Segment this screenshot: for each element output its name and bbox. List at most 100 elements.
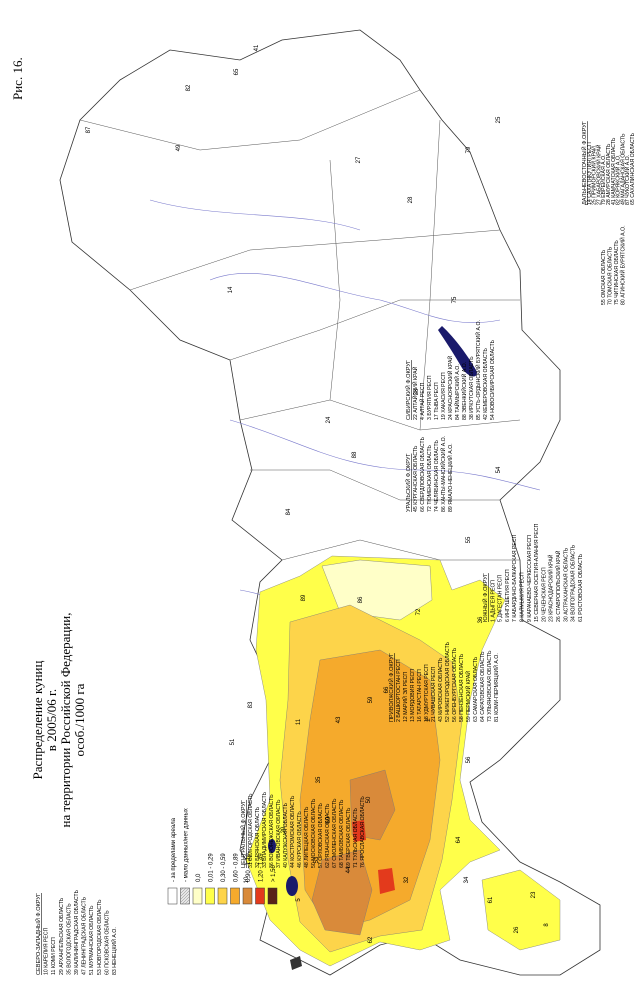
district-item: 14 САХА (ЯКУТИЯ) РЕСП — [587, 142, 593, 205]
caucasus-range — [481, 869, 561, 951]
district-item: 59 ПЕРМСКИЙ КРАЙ — [464, 671, 472, 722]
district-item: 47 ЛЕНИНГРАДСКАЯ ОБЛАСТЬ — [82, 896, 88, 975]
region-number: 75 — [452, 296, 458, 303]
legend-swatch — [192, 887, 203, 905]
district-item: 27 ХАБАРОВСКИЙ КРАЙ — [594, 144, 602, 205]
legend-label: - мало данных/нет данных — [184, 808, 190, 882]
district-item: 6 ИНГУШЕТИЯ РЕСП — [505, 569, 511, 622]
district-item: 13 МОРДОВИЯ РЕСП — [410, 669, 416, 722]
title-line: на территории Российской Федерации, — [58, 612, 73, 827]
district-item: 69 ТВЕРСКАЯ ОБЛАСТЬ — [346, 807, 352, 868]
district-item: 52 НИЖЕГОРОДСКАЯ ОБЛАСТЬ — [445, 641, 451, 722]
district-item: 87 ЧУКОТСКИЙ А.О. — [623, 155, 631, 205]
district-item: 49 МАГАДАНСКАЯ ОБЛАСТЬ — [620, 133, 626, 205]
title-line: в 2005/06 г. — [44, 689, 59, 751]
lake-onega — [268, 839, 276, 853]
legend-label: 0,30 - 0,59 — [221, 853, 227, 882]
district-item: 45 КУРГАНСКАЯ ОБЛАСТЬ — [413, 445, 419, 512]
district-item: 53 НОВГОРОДСКАЯ ОБЛАСТЬ — [97, 899, 103, 975]
district-item: 74 ЧЕЛЯБИНСКАЯ ОБЛАСТЬ — [434, 439, 440, 512]
region-number: 36 — [478, 616, 484, 623]
region-number: 72 — [416, 608, 422, 615]
legend-swatch — [242, 887, 253, 905]
region-number: 28 — [408, 196, 414, 203]
legend-label: 0,0 — [196, 873, 202, 882]
range-red2 — [352, 820, 366, 842]
district-item: 70 ТОМСКАЯ ОБЛАСТЬ — [608, 246, 614, 305]
district-item: 89 ЯМАЛО-НЕНЕЦКИЙ А.О. — [446, 443, 454, 512]
district-item: 51 МУРМАНСКАЯ ОБЛАСТЬ — [89, 905, 95, 975]
district-item: 35 ВОЛОГОДСКАЯ ОБЛАСТЬ — [66, 903, 72, 975]
region-number: 51 — [230, 738, 236, 745]
district-item: 67 СМОЛЕНСКАЯ ОБЛАСТЬ — [332, 798, 338, 868]
district-item: 16 ТАТАРСТАН РЕСП — [417, 669, 423, 722]
region-number: 55 — [466, 536, 472, 543]
region-number: 24 — [326, 416, 332, 423]
region-number: 49 — [176, 144, 182, 151]
region-number: 69 — [326, 816, 332, 823]
district-item: 80 АГИНСКИЙ БУРЯТСКИЙ А.О. — [619, 225, 627, 305]
district-item: 68 ТАМБОВСКАЯ ОБЛАСТЬ — [339, 799, 345, 868]
region-number: 26 — [514, 926, 520, 933]
district-item: 8 КАЛМЫКИЯ РЕСП — [520, 572, 526, 622]
district-item: 17 ТЫВА РЕСП — [434, 382, 440, 420]
district-item: 37 ИВАНОВСКАЯ ОБЛАСТЬ — [276, 799, 282, 868]
district-item: 20 ЧЕЧЕНСКАЯ РЕСП — [541, 567, 547, 622]
district-item: 86 ХАНТЫ-МАНСИЙСКИЙ А.О. — [439, 436, 447, 512]
district-item: 85 УСТЬ-ОРДЫНСКИЙ БУРЯТСКИЙ А.О. — [474, 320, 482, 420]
region-number: 23 — [531, 891, 537, 898]
district-item: 42 КЕМЕРОВСКАЯ ОБЛАСТЬ — [483, 348, 489, 420]
district-header: УРАЛЬСКИЙ Ф.ОКРУГ — [404, 454, 412, 512]
region-number: 59 — [368, 696, 374, 703]
region-number: 62 — [368, 936, 374, 943]
district-item: 21 ЧУВАШСКАЯ РЕСП — [431, 666, 437, 722]
district-item: 9 КАРАЧАЕВО-ЧЕРКЕССКАЯ РЕСП — [527, 535, 533, 622]
district-item: 46 КУРСКАЯ ОБЛАСТЬ — [297, 811, 303, 868]
lake-baikal — [438, 326, 477, 377]
legend-label: > 1,50 — [271, 864, 277, 882]
district-item: 71 ТУЛЬСКАЯ ОБЛАСТЬ — [353, 807, 359, 868]
district-item: 30 АСТРАХАНСКАЯ ОБЛАСТЬ — [563, 547, 569, 622]
district-item: 7 КАБАРДИНО-БАЛКАРСКАЯ РЕСП — [512, 534, 518, 622]
range-brown — [311, 849, 373, 936]
district-item: 38 ИРКУТСКАЯ ОБЛАСТЬ — [469, 356, 475, 420]
lake-ladoga — [286, 876, 298, 896]
district-item: 54 НОВОСИБИРСКАЯ ОБЛАСТЬ — [490, 339, 496, 420]
district-item: 43 КИРОВСКАЯ ОБЛАСТЬ — [438, 657, 444, 722]
region-number: 64 — [456, 836, 462, 843]
region-number: 83 — [248, 701, 254, 708]
district-header: ПРИВОЛЖСКИЙ Ф.ОКРУГ — [387, 653, 395, 722]
region-number: 29 — [281, 826, 287, 833]
district-header: ЮЖНЫЙ Ф.ОКРУГ — [481, 573, 489, 622]
region-number: 25 — [496, 116, 502, 123]
district-item: 4 АЛТАЙ РЕСП — [418, 382, 426, 420]
region-number: 35 — [316, 776, 322, 783]
region-number: 53 — [314, 856, 320, 863]
district-item: 18 УДМУРТСКАЯ РЕСП — [424, 664, 430, 722]
region-number: 50 — [366, 796, 372, 803]
district-item: 28 АМУРСКАЯ ОБЛАСТЬ — [606, 143, 612, 205]
district-item: 34 ВОЛГОГРАДСКАЯ ОБЛАСТЬ — [571, 544, 577, 622]
district-item: 12 МАРИЙ ЭЛ РЕСП — [401, 672, 409, 722]
region-number: 79 — [466, 146, 472, 153]
legend-swatch — [255, 887, 265, 905]
region-number: 38 — [414, 388, 420, 395]
region-number: 61 — [488, 896, 494, 903]
district-item: 10 КАРЕЛИЯ РЕСП — [44, 927, 50, 975]
district-item: 73 УЛЬЯНОВСКАЯ ОБЛАСТЬ — [487, 650, 493, 722]
district-item: 75 ЧИТИНСКАЯ ОБЛАСТЬ — [614, 240, 620, 305]
legend-swatch — [267, 887, 278, 905]
region-number: 32 — [404, 876, 410, 883]
district-item: 55 ОМСКАЯ ОБЛАСТЬ — [601, 249, 607, 305]
district-item: 11 КОМИ РЕСП — [51, 937, 57, 975]
district-item: 2 БАШКОРТОСТАН РЕСП — [396, 659, 402, 722]
labels: Рис. 16. Распределение куниц в 2005/06 г. н… — [10, 44, 636, 975]
region-number: 89 — [301, 594, 307, 601]
region-number: 88 — [352, 451, 358, 458]
region-number: 43 — [336, 716, 342, 723]
district-item: 82 КОРЯКСКИЙ А.О. — [614, 155, 622, 205]
region-number: 41 — [254, 44, 260, 51]
district-item: 58 ПЕНЗЕНСКАЯ ОБЛАСТЬ — [459, 653, 465, 722]
district-item: 3 БУРЯТИЯ РЕСП — [427, 375, 433, 420]
